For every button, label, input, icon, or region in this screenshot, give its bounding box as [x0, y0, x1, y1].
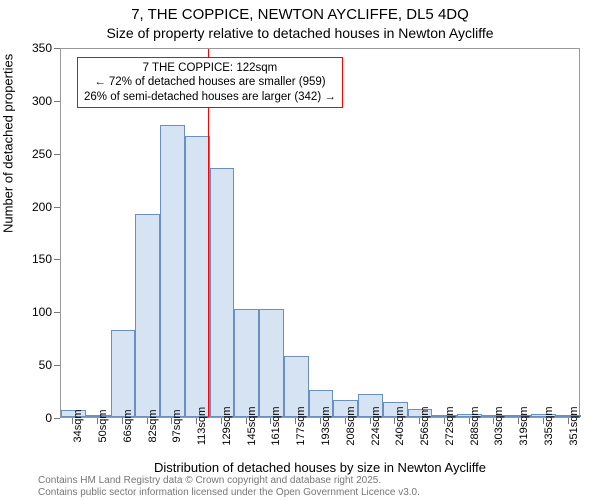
- x-tick-mark: [246, 418, 247, 424]
- histogram-bar: [234, 309, 259, 417]
- x-tick-mark: [493, 418, 494, 424]
- annotation-box: 7 THE COPPICE: 122sqm ← 72% of detached …: [77, 57, 343, 108]
- footer-text: Contains HM Land Registry data © Crown c…: [38, 475, 420, 498]
- x-tick-mark: [469, 418, 470, 424]
- x-tick-label: 351sqm: [568, 406, 580, 445]
- x-tick-mark: [370, 418, 371, 424]
- plot-area: 7 THE COPPICE: 122sqm ← 72% of detached …: [60, 48, 580, 418]
- x-tick-label: 208sqm: [345, 406, 357, 445]
- histogram-bar: [210, 168, 235, 417]
- histogram-bar: [135, 214, 160, 417]
- x-tick-mark: [320, 418, 321, 424]
- x-tick-mark: [221, 418, 222, 424]
- footer-line-2: Contains public sector information licen…: [38, 487, 420, 499]
- x-tick-mark: [394, 418, 395, 424]
- annotation-line-1: 7 THE COPPICE: 122sqm: [84, 61, 336, 75]
- annotation-line-2: ← 72% of detached houses are smaller (95…: [84, 75, 336, 89]
- y-tick-label: 350: [32, 41, 52, 55]
- x-tick-label: 161sqm: [270, 406, 282, 445]
- x-tick-label: 288sqm: [469, 406, 481, 445]
- y-tick-label: 150: [32, 252, 52, 266]
- y-tick-label: 0: [45, 411, 52, 425]
- y-tick-label: 50: [39, 358, 52, 372]
- title-line-2: Size of property relative to detached ho…: [0, 25, 600, 41]
- x-tick-mark: [72, 418, 73, 424]
- histogram-bar: [111, 330, 136, 417]
- y-tick-label: 200: [32, 200, 52, 214]
- x-tick-mark: [345, 418, 346, 424]
- x-tick-label: 335sqm: [543, 406, 555, 445]
- histogram-bar: [185, 136, 210, 417]
- y-tick-label: 100: [32, 305, 52, 319]
- histogram-bar: [160, 125, 185, 417]
- x-tick-label: 34sqm: [72, 409, 84, 442]
- y-axis-title: Number of detached properties: [1, 54, 16, 233]
- x-tick-label: 97sqm: [171, 409, 183, 442]
- x-tick-mark: [196, 418, 197, 424]
- x-tick-label: 145sqm: [246, 406, 258, 445]
- x-tick-label: 256sqm: [419, 406, 431, 445]
- y-tick-label: 300: [32, 94, 52, 108]
- title-line-1: 7, THE COPPICE, NEWTON AYCLIFFE, DL5 4DQ: [0, 6, 600, 23]
- x-tick-label: 82sqm: [147, 409, 159, 442]
- x-tick-mark: [270, 418, 271, 424]
- x-tick-mark: [518, 418, 519, 424]
- x-tick-mark: [295, 418, 296, 424]
- x-tick-mark: [147, 418, 148, 424]
- x-tick-mark: [171, 418, 172, 424]
- chart-container: { "title": { "line1": "7, THE COPPICE, N…: [0, 0, 600, 500]
- x-tick-mark: [97, 418, 98, 424]
- x-tick-mark: [543, 418, 544, 424]
- x-tick-label: 66sqm: [122, 409, 134, 442]
- annotation-line-3: 26% of semi-detached houses are larger (…: [84, 90, 336, 104]
- x-tick-label: 193sqm: [320, 406, 332, 445]
- x-tick-mark: [122, 418, 123, 424]
- x-tick-label: 177sqm: [295, 406, 307, 445]
- x-axis-title: Distribution of detached houses by size …: [60, 460, 580, 475]
- x-tick-label: 272sqm: [444, 406, 456, 445]
- x-tick-label: 113sqm: [196, 407, 208, 445]
- x-tick-label: 240sqm: [394, 406, 406, 445]
- x-tick-label: 224sqm: [370, 406, 382, 445]
- x-tick-label: 129sqm: [221, 406, 233, 445]
- x-tick-label: 319sqm: [518, 406, 530, 445]
- x-tick-mark: [419, 418, 420, 424]
- y-tick-label: 250: [32, 147, 52, 161]
- x-tick-mark: [444, 418, 445, 424]
- footer-line-1: Contains HM Land Registry data © Crown c…: [38, 475, 420, 487]
- histogram-bar: [259, 309, 284, 417]
- x-tick-label: 303sqm: [493, 406, 505, 445]
- x-tick-label: 50sqm: [97, 409, 109, 442]
- title-block: 7, THE COPPICE, NEWTON AYCLIFFE, DL5 4DQ…: [0, 0, 600, 41]
- x-tick-mark: [568, 418, 569, 424]
